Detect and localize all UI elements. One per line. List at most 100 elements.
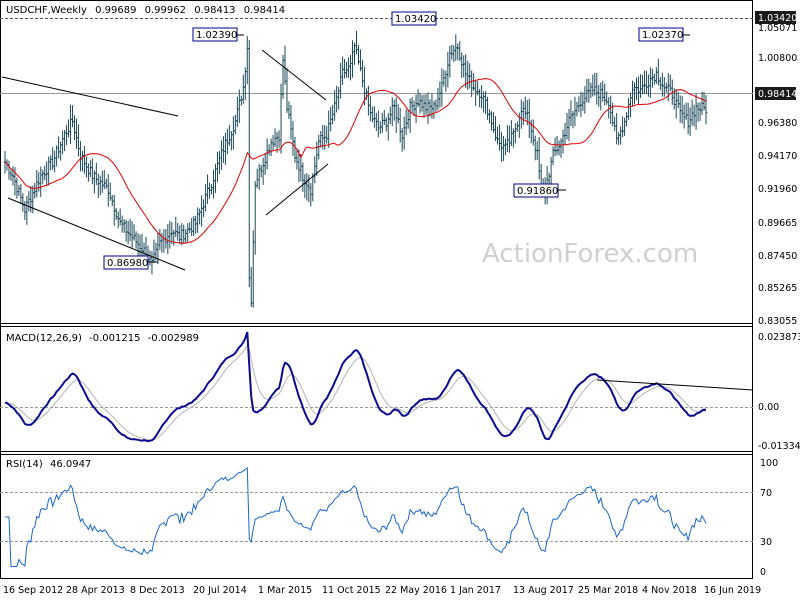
price-bar xyxy=(601,80,605,102)
price-bar xyxy=(39,166,43,198)
price-bar xyxy=(482,91,486,113)
ohlc-high: 0.99962 xyxy=(145,5,186,16)
rsi-line xyxy=(5,466,707,567)
price-bar xyxy=(43,165,47,181)
price-bar xyxy=(638,74,642,99)
price-bar xyxy=(273,128,277,147)
price-bar xyxy=(118,208,122,226)
price-bar xyxy=(132,224,136,241)
price-bar xyxy=(537,137,541,180)
price-bar xyxy=(386,113,390,141)
price-bar xyxy=(513,123,517,144)
y-tick-label: 0.94170 xyxy=(758,151,797,162)
price-bar xyxy=(293,137,297,163)
price-bar xyxy=(180,223,184,246)
price-bar xyxy=(7,160,11,180)
price-bar xyxy=(198,208,202,225)
price-bar xyxy=(533,135,537,161)
price-bars xyxy=(3,31,708,308)
annotation-label: 1.02370 xyxy=(642,30,683,41)
price-bar xyxy=(285,68,289,113)
ohlc-close: 0.98414 xyxy=(244,5,285,16)
price-bar xyxy=(313,156,317,184)
x-tick-label: 22 May 2016 xyxy=(385,585,447,596)
price-bar xyxy=(35,170,39,198)
price-bar xyxy=(210,184,214,195)
price-bar xyxy=(305,173,309,201)
price-bar xyxy=(200,195,204,227)
price-bar xyxy=(301,162,305,192)
price-bar xyxy=(450,44,454,60)
price-bar xyxy=(96,173,100,199)
price-bar xyxy=(225,128,229,155)
price-bar xyxy=(57,136,61,159)
price-bar xyxy=(573,96,577,127)
price-bar xyxy=(190,217,194,237)
price-bar xyxy=(444,70,448,92)
price-bar xyxy=(456,43,460,61)
price-bar xyxy=(370,106,374,123)
price-bar xyxy=(563,122,567,146)
rsi-tick-label: 0 xyxy=(760,567,766,578)
price-bar xyxy=(448,45,452,78)
macd-pane: MACD(12,26,9) -0.001215 -0.002989 0.0238… xyxy=(0,331,800,452)
price-bar xyxy=(627,97,631,120)
price-bar xyxy=(90,158,94,185)
price-bar xyxy=(114,207,118,220)
price-bar xyxy=(29,185,33,213)
price-bar xyxy=(408,98,412,134)
price-bar xyxy=(291,121,295,156)
y-tick-label: 0.83055 xyxy=(758,316,797,327)
annotation-label: 1.03420 xyxy=(395,14,436,25)
price-bar xyxy=(629,92,633,118)
price-bar xyxy=(688,107,692,136)
price-bar xyxy=(567,108,571,142)
price-bar xyxy=(480,85,484,109)
price-bar xyxy=(505,125,509,153)
price-bar xyxy=(212,170,216,199)
price-bar xyxy=(507,125,511,153)
price-bar xyxy=(192,216,196,236)
price-bar xyxy=(418,92,422,114)
price-bar xyxy=(640,74,644,95)
annotation-high-2014: 1.02390 xyxy=(192,27,244,42)
price-bar xyxy=(664,82,668,93)
annotation-high-2016: 1.03420 xyxy=(391,11,437,26)
price-bar xyxy=(376,110,380,138)
price-bar xyxy=(452,45,456,62)
macd-tick-label: 0.00 xyxy=(758,402,779,413)
price-bar xyxy=(15,177,19,199)
price-bar xyxy=(422,94,426,118)
price-bar xyxy=(245,35,249,85)
price-bar xyxy=(474,79,478,106)
macd-header: MACD(12,26,9) -0.001215 -0.002989 xyxy=(6,333,199,344)
price-bar xyxy=(392,99,396,121)
price-bar xyxy=(86,163,90,182)
price-bar xyxy=(625,112,629,127)
price-bar xyxy=(603,83,607,106)
price-bar xyxy=(503,138,507,156)
macd-line xyxy=(4,331,707,443)
price-bar xyxy=(162,229,166,253)
price-bar xyxy=(686,102,690,135)
price-bar xyxy=(488,109,492,124)
price-bar xyxy=(23,201,27,220)
price-bar xyxy=(281,54,285,100)
trendline xyxy=(261,49,327,101)
rsi-title: RSI(14) xyxy=(6,459,43,470)
price-bar xyxy=(531,119,535,146)
price-bar xyxy=(551,146,555,165)
price-bar xyxy=(49,155,53,171)
price-bar xyxy=(523,96,527,120)
price-bar xyxy=(619,126,623,145)
price-bar xyxy=(221,136,225,163)
price-bar xyxy=(678,95,682,123)
price-bar xyxy=(134,231,138,249)
price-bar xyxy=(402,116,406,150)
price-bar xyxy=(257,163,261,190)
price-bar xyxy=(623,117,627,136)
price-bar xyxy=(519,99,523,129)
price-bar xyxy=(303,174,307,198)
price-bar xyxy=(166,223,170,255)
price-bar xyxy=(478,88,482,108)
